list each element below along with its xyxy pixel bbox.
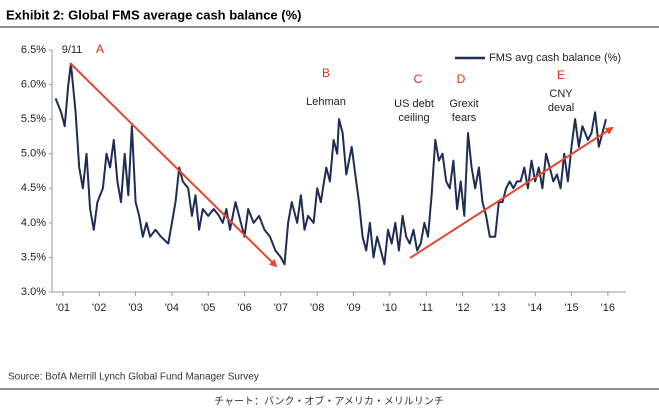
y-tick-label: 4.5% xyxy=(21,182,46,194)
y-tick-label: 6.5% xyxy=(21,44,46,56)
y-tick-label: 6.0% xyxy=(21,78,46,90)
series-line xyxy=(54,62,607,266)
annotation-text: 9/11 xyxy=(62,44,83,56)
annotation-text: Grexit xyxy=(449,98,478,110)
x-tick-label: '04 xyxy=(165,302,179,314)
plot xyxy=(54,62,607,266)
x-tick-label: '02 xyxy=(92,302,106,314)
y-tick-label: 5.0% xyxy=(21,148,46,160)
x-tick-label: '10 xyxy=(383,302,397,314)
source: Source: BofA Merrill Lynch Global Fund M… xyxy=(8,372,259,383)
x-tick-label: '01 xyxy=(56,302,70,314)
annotation-letter: B xyxy=(322,66,330,80)
x-tick-label: '12 xyxy=(455,302,469,314)
x-tick-label: '09 xyxy=(346,302,360,314)
x-tick-label: '06 xyxy=(237,302,251,314)
annotation-letter: A xyxy=(96,42,104,56)
x-tick-label: '03 xyxy=(128,302,142,314)
x-tick-label: '16 xyxy=(601,302,615,314)
annotation-text: CNY xyxy=(549,88,573,100)
annotation-letter: D xyxy=(457,72,466,86)
annotation-text: Lehman xyxy=(306,96,346,108)
annotation-text: deval xyxy=(548,102,574,114)
annotation-letter: C xyxy=(414,72,423,86)
chart-title: Exhibit 2: Global FMS average cash balan… xyxy=(6,7,301,22)
x-tick-label: '07 xyxy=(274,302,288,314)
y-tick-label: 5.5% xyxy=(21,113,46,125)
annotation-letter: E xyxy=(557,68,565,82)
legend-label: FMS avg cash balance (%) xyxy=(489,52,621,64)
y-tick-label: 3.5% xyxy=(21,251,46,263)
annotation-text: US debt xyxy=(394,98,434,110)
x-tick-label: '15 xyxy=(564,302,578,314)
y-tick-label: 3.0% xyxy=(21,286,46,298)
x-tick-label: '05 xyxy=(201,302,215,314)
trend-arrow xyxy=(69,62,278,268)
y-tick-label: 4.0% xyxy=(21,217,46,229)
trend-arrow xyxy=(409,126,614,259)
credit: チャート：バンク・オブ・アメリカ・メリルリンチ xyxy=(214,395,444,408)
annotation-text: ceiling xyxy=(398,112,429,124)
x-tick-label: '08 xyxy=(310,302,324,314)
x-tick-label: '11 xyxy=(419,302,433,314)
x-tick-label: '13 xyxy=(492,302,506,314)
annotation-text: fears xyxy=(452,112,477,124)
x-tick-label: '14 xyxy=(528,302,542,314)
